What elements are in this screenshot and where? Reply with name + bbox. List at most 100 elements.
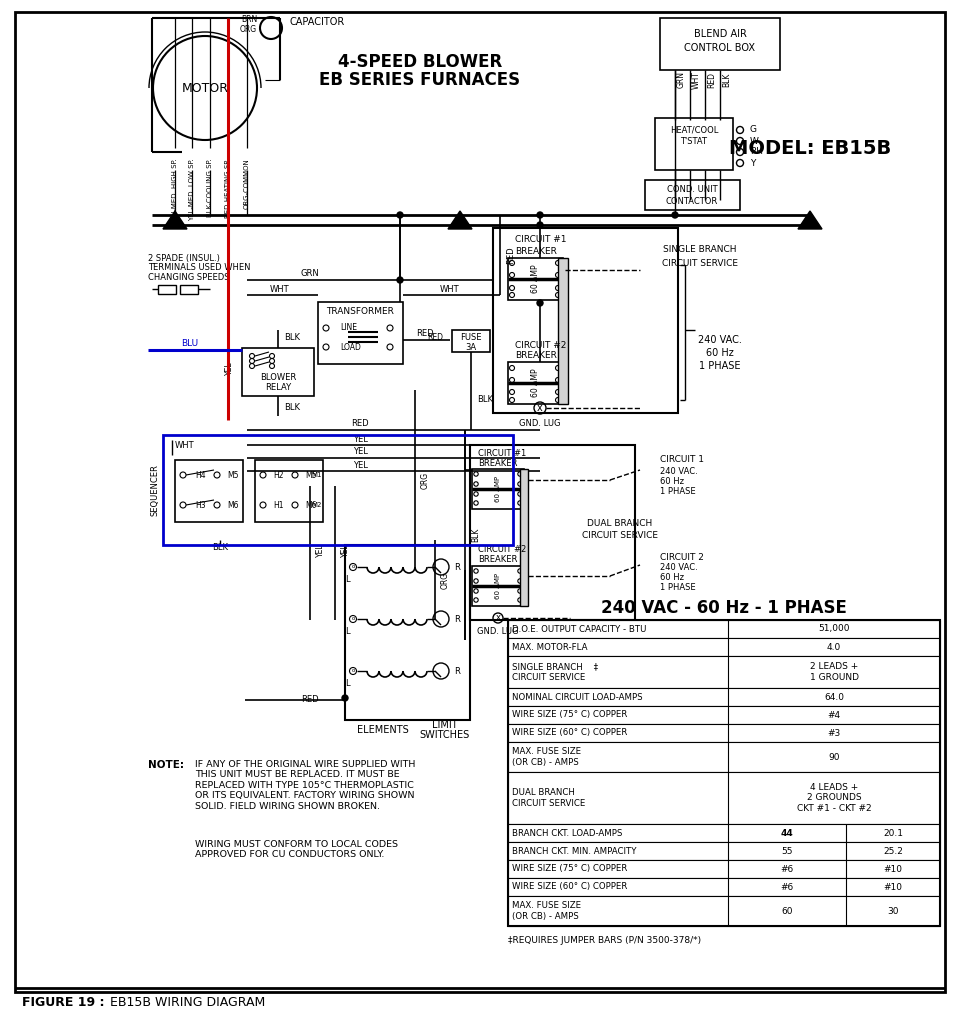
Bar xyxy=(158,285,176,294)
Text: CIRCUIT 2: CIRCUIT 2 xyxy=(660,553,704,561)
Bar xyxy=(508,706,940,724)
Text: 60 Hz: 60 Hz xyxy=(707,348,733,358)
Text: ELEMENTS: ELEMENTS xyxy=(357,725,409,735)
Circle shape xyxy=(537,300,543,306)
Text: GRN: GRN xyxy=(300,269,320,279)
Text: o: o xyxy=(351,616,354,622)
Text: 240 VAC.: 240 VAC. xyxy=(660,563,698,572)
Text: 60 AMP: 60 AMP xyxy=(531,369,540,397)
Text: SEQUENCER: SEQUENCER xyxy=(151,464,159,516)
Text: RED-HEATING SP.: RED-HEATING SP. xyxy=(225,158,231,217)
Text: 60 AMP: 60 AMP xyxy=(495,573,501,599)
Text: RED: RED xyxy=(301,695,319,705)
Text: 2 LEADS +
1 GROUND: 2 LEADS + 1 GROUND xyxy=(809,663,858,682)
Text: H3: H3 xyxy=(195,501,205,510)
Text: IF ANY OF THE ORIGINAL WIRE SUPPLIED WITH
THIS UNIT MUST BE REPLACED. IT MUST BE: IF ANY OF THE ORIGINAL WIRE SUPPLIED WIT… xyxy=(195,760,416,811)
Text: BRANCH CKT. MIN. AMPACITY: BRANCH CKT. MIN. AMPACITY xyxy=(512,847,636,855)
Text: L: L xyxy=(345,679,349,687)
Text: LINE: LINE xyxy=(340,324,357,333)
Text: RED: RED xyxy=(417,330,434,339)
Text: M6: M6 xyxy=(305,501,317,510)
Text: L: L xyxy=(345,574,349,584)
Text: 3A: 3A xyxy=(466,342,476,351)
Text: 1 PHASE: 1 PHASE xyxy=(699,361,741,371)
Bar xyxy=(508,620,940,638)
Text: 60 AMP: 60 AMP xyxy=(495,476,501,502)
Circle shape xyxy=(672,212,678,218)
Text: RED: RED xyxy=(351,420,369,428)
Bar xyxy=(660,18,780,70)
Text: BRANCH CKT. LOAD-AMPS: BRANCH CKT. LOAD-AMPS xyxy=(512,828,622,838)
Circle shape xyxy=(537,212,543,218)
Text: R: R xyxy=(454,614,460,624)
Text: RED: RED xyxy=(427,334,443,342)
Bar xyxy=(493,228,678,413)
Text: BLEND AIR: BLEND AIR xyxy=(693,29,747,39)
Text: 4 LEADS +
2 GROUNDS
CKT #1 - CKT #2: 4 LEADS + 2 GROUNDS CKT #1 - CKT #2 xyxy=(797,783,872,813)
Text: H1: H1 xyxy=(273,501,283,510)
Text: 4-SPEED BLOWER: 4-SPEED BLOWER xyxy=(338,53,502,71)
Bar xyxy=(452,330,490,352)
Text: YEL-MED. LOW SP.: YEL-MED. LOW SP. xyxy=(189,158,195,221)
Text: WIRE SIZE (75° C) COPPER: WIRE SIZE (75° C) COPPER xyxy=(512,864,628,873)
Text: CIRCUIT #1: CIRCUIT #1 xyxy=(478,449,526,458)
Bar xyxy=(470,445,635,620)
Text: 2 SPADE (INSUL.): 2 SPADE (INSUL.) xyxy=(148,254,220,262)
Bar xyxy=(508,724,940,742)
Bar xyxy=(508,860,940,878)
Bar xyxy=(508,772,940,824)
Bar xyxy=(508,896,940,926)
Text: BLOWER: BLOWER xyxy=(260,374,296,383)
Text: H4: H4 xyxy=(195,470,205,479)
Text: RH: RH xyxy=(750,147,763,157)
Text: BREAKER: BREAKER xyxy=(515,247,557,256)
Bar xyxy=(345,545,470,720)
Text: o: o xyxy=(351,564,354,569)
Text: 240 VAC.: 240 VAC. xyxy=(660,467,698,475)
Text: YEL: YEL xyxy=(341,543,350,557)
Text: DUAL BRANCH: DUAL BRANCH xyxy=(588,519,653,528)
Bar xyxy=(558,258,568,404)
Text: x: x xyxy=(538,403,542,413)
Bar xyxy=(508,258,563,300)
Text: H2: H2 xyxy=(273,470,283,479)
Bar xyxy=(318,302,403,364)
Circle shape xyxy=(342,695,348,701)
Polygon shape xyxy=(448,211,472,229)
Text: o: o xyxy=(351,669,354,674)
Text: BRN: BRN xyxy=(241,15,257,25)
Text: 60: 60 xyxy=(781,906,793,915)
Text: 44: 44 xyxy=(780,828,793,838)
Text: SINGLE BRANCH    ‡
CIRCUIT SERVICE: SINGLE BRANCH ‡ CIRCUIT SERVICE xyxy=(512,663,598,682)
Text: #6: #6 xyxy=(780,883,794,892)
Text: 90: 90 xyxy=(828,753,840,762)
Text: CIRCUIT #1: CIRCUIT #1 xyxy=(515,236,566,245)
Bar xyxy=(472,566,524,606)
Text: NOTE:: NOTE: xyxy=(148,760,184,770)
Text: ‡REQUIRES JUMPER BARS (P/N 3500-378/*): ‡REQUIRES JUMPER BARS (P/N 3500-378/*) xyxy=(508,936,701,945)
Text: R: R xyxy=(454,667,460,676)
Polygon shape xyxy=(798,211,822,229)
Text: SWITCHES: SWITCHES xyxy=(420,730,470,740)
Text: R: R xyxy=(454,562,460,571)
Bar xyxy=(508,688,940,706)
Text: L: L xyxy=(345,627,349,636)
Text: M5: M5 xyxy=(227,470,238,479)
Text: #6: #6 xyxy=(780,864,794,873)
Text: MOTOR: MOTOR xyxy=(181,82,228,94)
Text: EB15B WIRING DIAGRAM: EB15B WIRING DIAGRAM xyxy=(110,996,265,1010)
Text: HEAT/COOL: HEAT/COOL xyxy=(670,126,718,134)
Text: 1 PHASE: 1 PHASE xyxy=(660,584,696,593)
Text: CAPACITOR: CAPACITOR xyxy=(289,17,345,27)
Text: WHT: WHT xyxy=(441,285,460,294)
Text: MAX. FUSE SIZE
(OR CB) - AMPS: MAX. FUSE SIZE (OR CB) - AMPS xyxy=(512,901,581,921)
Text: ORG-COMMON: ORG-COMMON xyxy=(244,158,250,209)
Text: 30: 30 xyxy=(887,906,899,915)
Text: 240 VAC - 60 Hz - 1 PHASE: 240 VAC - 60 Hz - 1 PHASE xyxy=(601,599,847,617)
Text: BLK: BLK xyxy=(471,527,480,542)
Text: 1 PHASE: 1 PHASE xyxy=(660,486,696,496)
Text: WHT: WHT xyxy=(270,285,290,294)
Text: COND. UNIT: COND. UNIT xyxy=(666,185,717,195)
Bar xyxy=(242,348,314,396)
Text: WHT: WHT xyxy=(692,71,701,89)
